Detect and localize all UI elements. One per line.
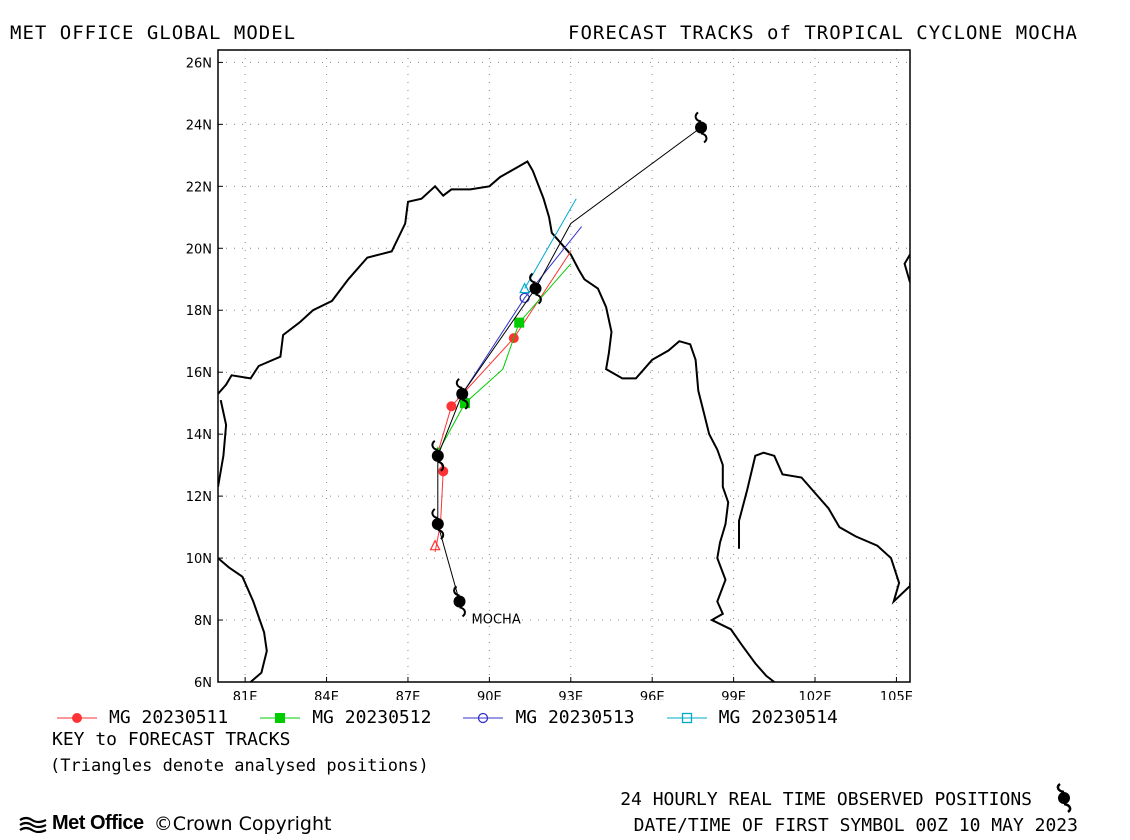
- cyclone-icon-arm: [437, 460, 445, 472]
- analysed-position-triangle: [519, 282, 531, 294]
- key-note: (Triangles denote analysed positions): [50, 756, 429, 776]
- cyclone-icon-arm: [459, 606, 466, 618]
- tick-label-lat: 8N: [194, 614, 212, 629]
- tick-label-lat: 6N: [194, 676, 212, 691]
- storm-name-label: MOCHA: [472, 612, 521, 627]
- cyclone-icon-eye: [453, 595, 466, 608]
- cyclone-icon-arm: [455, 378, 463, 389]
- legend-swatch: [260, 712, 301, 723]
- forecast-marker: [446, 401, 457, 412]
- cyclone-icon-arm: [535, 293, 542, 305]
- legend-label: MG 20230514: [718, 707, 838, 728]
- legend-item: MG 20230512: [258, 707, 431, 728]
- legend-label: MG 20230511: [109, 707, 229, 728]
- tick-label-lat: 18N: [186, 304, 212, 319]
- tick-label-lon: 96E: [640, 690, 665, 700]
- graticule: [218, 50, 910, 683]
- forecast-tracks: [429, 198, 582, 552]
- cyclone-icon: [694, 111, 708, 144]
- observed-positions-note: 24 HOURLY REAL TIME OBSERVED POSITIONS: [620, 789, 1032, 810]
- met-office-brand: Met Office ©Crown Copyright: [18, 812, 331, 835]
- forecast-marker: [275, 712, 286, 723]
- cyclone-icon-arm: [700, 132, 708, 144]
- legend-swatch: [463, 712, 504, 723]
- coastline: [903, 253, 910, 283]
- cyclone-icon: [455, 378, 469, 410]
- cyclone-icon: [529, 272, 542, 305]
- cyclone-icon-arm: [453, 585, 460, 597]
- cyclone-icon-arm: [529, 272, 536, 284]
- axis-ticks: 81E 84E 87E 90E 93E 96E 99E 102E 105E 6N 8N 10N 12N 1…: [186, 56, 913, 700]
- legend-swatch: [666, 712, 707, 723]
- tick-label-lon: 87E: [396, 690, 421, 700]
- cyclone-icon-eye: [456, 387, 469, 400]
- analysed-position-triangle: [429, 539, 441, 551]
- tick-label-lon: 93E: [558, 690, 583, 700]
- cyclone-icon-eye: [431, 449, 444, 462]
- forecast-marker: [681, 712, 692, 723]
- cyclone-icon-arm: [694, 111, 702, 123]
- key-title: KEY to FORECAST TRACKS: [52, 729, 291, 750]
- cyclone-icon: [431, 508, 445, 540]
- tick-label-lat: 20N: [186, 242, 212, 257]
- cyclone-icon-arm: [431, 508, 439, 519]
- legend-item: MG 20230514: [665, 707, 838, 728]
- cyclone-track-map: 81E 84E 87E 90E 93E 96E 99E 102E 105E 6N 8N 10N 12N 1…: [186, 49, 913, 700]
- tick-label-lat: 22N: [186, 180, 212, 195]
- cyclone-icon-arm: [461, 398, 469, 410]
- tick-label-lon: 105E: [880, 690, 913, 700]
- coastline: [218, 160, 775, 682]
- forecast-marker: [459, 398, 470, 409]
- copyright-text: Crown Copyright: [172, 812, 332, 835]
- forecast-marker: [72, 712, 82, 723]
- legend-label: MG 20230513: [515, 707, 635, 728]
- cyclone-icon: [453, 585, 466, 618]
- legend-item: MG 20230513: [461, 707, 635, 728]
- met-office-wave-icon: [19, 816, 47, 833]
- tick-label-lat: 26N: [186, 56, 212, 71]
- legend-label: MG 20230512: [312, 707, 432, 728]
- forecast-marker: [438, 466, 449, 477]
- forecast-track-line: [461, 226, 582, 395]
- tick-label-lat: 12N: [186, 490, 212, 505]
- model-title: MET OFFICE GLOBAL MODEL: [10, 22, 297, 44]
- forecast-track-line: [524, 198, 577, 289]
- cyclone-icon-eye: [431, 518, 444, 530]
- tick-label-lat: 24N: [186, 118, 212, 133]
- cyclone-icon-arm: [431, 440, 439, 451]
- coastline: [218, 399, 228, 487]
- first-symbol-time: DATE/TIME OF FIRST SYMBOL 00Z 10 MAY 202…: [633, 815, 1078, 836]
- tick-label-lon: 99E: [721, 690, 746, 700]
- tick-label-lat: 10N: [186, 552, 212, 567]
- coastlines: [218, 160, 910, 682]
- tick-label-lon: 90E: [477, 690, 502, 700]
- cyclone-icon: [1056, 783, 1072, 813]
- coastline: [218, 557, 268, 682]
- observed-track-line: [437, 127, 702, 602]
- copyright-notice: ©Crown Copyright: [153, 812, 332, 835]
- cyclone-icon-arm: [437, 529, 445, 540]
- coastline: [738, 451, 910, 605]
- observed-track: [431, 111, 708, 618]
- tick-label-lon: 84E: [314, 690, 339, 700]
- brand-name: Met Office: [52, 812, 144, 834]
- map-frame: [217, 49, 911, 683]
- forecast-marker: [514, 317, 525, 328]
- tick-label-lon: 102E: [799, 690, 832, 700]
- chart-title: FORECAST TRACKS of TROPICAL CYCLONE MOCH…: [568, 22, 1078, 44]
- forecast-marker: [478, 712, 489, 723]
- cyclone-icon-eye: [695, 121, 708, 134]
- forecast-track-line: [437, 263, 572, 453]
- tick-label-lat: 16N: [186, 366, 212, 381]
- forecast-track-line: [434, 251, 572, 552]
- legend-swatch: [57, 712, 97, 723]
- legend-item: MG 20230511: [55, 707, 228, 728]
- forecast-legend: MG 20230511 MG 20230512 MG 20230513 MG 2023…: [55, 707, 868, 728]
- tick-label-lon: 81E: [233, 690, 258, 700]
- tick-label-lat: 14N: [186, 428, 212, 443]
- cyclone-icon-eye: [529, 282, 542, 295]
- cyclone-icon: [431, 440, 445, 472]
